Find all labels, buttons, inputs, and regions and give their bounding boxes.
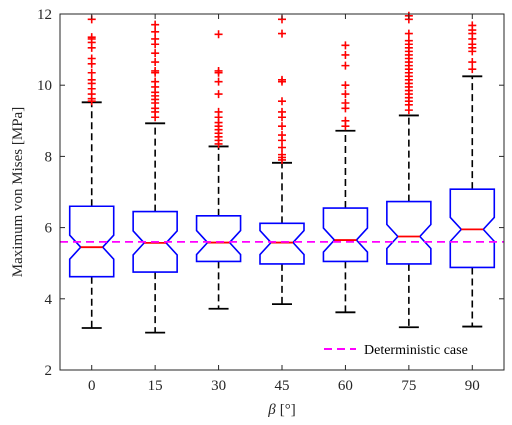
outlier-point — [341, 99, 350, 107]
plot-area — [60, 11, 504, 334]
outlier-point — [278, 150, 286, 159]
outlier-point — [278, 107, 286, 116]
outlier-point — [404, 29, 413, 38]
outlier-point — [468, 65, 477, 74]
outlier-point — [341, 90, 350, 99]
y-tick-label: 4 — [45, 292, 53, 308]
outlier-point — [468, 58, 477, 67]
outlier-point — [278, 122, 286, 131]
box-body — [322, 207, 369, 263]
box-body — [195, 215, 242, 263]
x-tick-label: 60 — [338, 378, 353, 394]
outlier-point — [214, 107, 223, 116]
outlier-point — [151, 49, 160, 58]
y-tick-label: 6 — [45, 221, 53, 237]
box-body — [386, 200, 432, 265]
y-tick-label: 8 — [45, 149, 53, 165]
x-tick-label: 30 — [211, 378, 226, 394]
legend: Deterministic case — [313, 333, 499, 365]
outlier-point — [151, 58, 160, 67]
x-axis-label: β [°] — [267, 402, 295, 418]
x-axis-label-symbol: β — [267, 402, 276, 418]
outlier-point — [341, 116, 350, 125]
y-tick-label: 12 — [37, 7, 52, 23]
outlier-point — [278, 29, 286, 38]
box-60 — [322, 41, 369, 314]
x-tick-label: 45 — [275, 378, 290, 394]
outlier-point — [151, 20, 160, 29]
box-30 — [195, 30, 242, 310]
box-45 — [259, 15, 305, 306]
outlier-point — [214, 66, 223, 75]
y-tick-label: 2 — [45, 363, 53, 379]
outlier-point — [87, 75, 96, 84]
axes-frame — [59, 13, 505, 371]
x-tick-label: 75 — [401, 378, 416, 394]
outlier-point — [278, 97, 286, 106]
outlier-point — [87, 54, 96, 63]
outlier-point — [404, 36, 413, 45]
box-body — [132, 210, 178, 273]
box-15 — [132, 20, 178, 334]
outlier-point — [278, 75, 286, 84]
outlier-point — [214, 77, 223, 86]
box-90 — [449, 21, 496, 328]
box-0 — [68, 15, 115, 329]
y-tick-label: 10 — [37, 78, 52, 94]
outlier-point — [341, 81, 350, 90]
x-axis-label-unit: [°] — [280, 402, 296, 418]
outlier-point — [278, 143, 286, 152]
box-body — [68, 205, 115, 278]
outlier-point — [151, 34, 160, 43]
outlier-point — [87, 33, 96, 42]
outlier-point — [214, 90, 223, 99]
outlier-point — [468, 21, 477, 30]
outlier-point — [278, 131, 286, 140]
y-axis-label: Maximum von Mises [MPa] — [10, 107, 26, 277]
outlier-point — [151, 66, 160, 75]
outlier-point — [87, 68, 96, 77]
outlier-point — [341, 41, 350, 50]
x-tick-label: 90 — [465, 378, 480, 394]
y-axis: 2 4 6 8 10 12 — [37, 7, 504, 379]
outlier-point — [151, 27, 160, 36]
outlier-point — [151, 77, 160, 86]
box-body — [449, 188, 496, 269]
outlier-point — [341, 50, 350, 59]
x-tick-label: 0 — [88, 378, 96, 394]
x-axis: 0 15 30 45 60 75 90 — [88, 14, 480, 394]
box-75 — [386, 11, 432, 329]
x-tick-label: 15 — [148, 378, 163, 394]
box-body — [259, 222, 305, 265]
legend-label: Deterministic case — [364, 343, 468, 358]
outlier-point — [341, 61, 350, 70]
outlier-point — [214, 30, 223, 39]
